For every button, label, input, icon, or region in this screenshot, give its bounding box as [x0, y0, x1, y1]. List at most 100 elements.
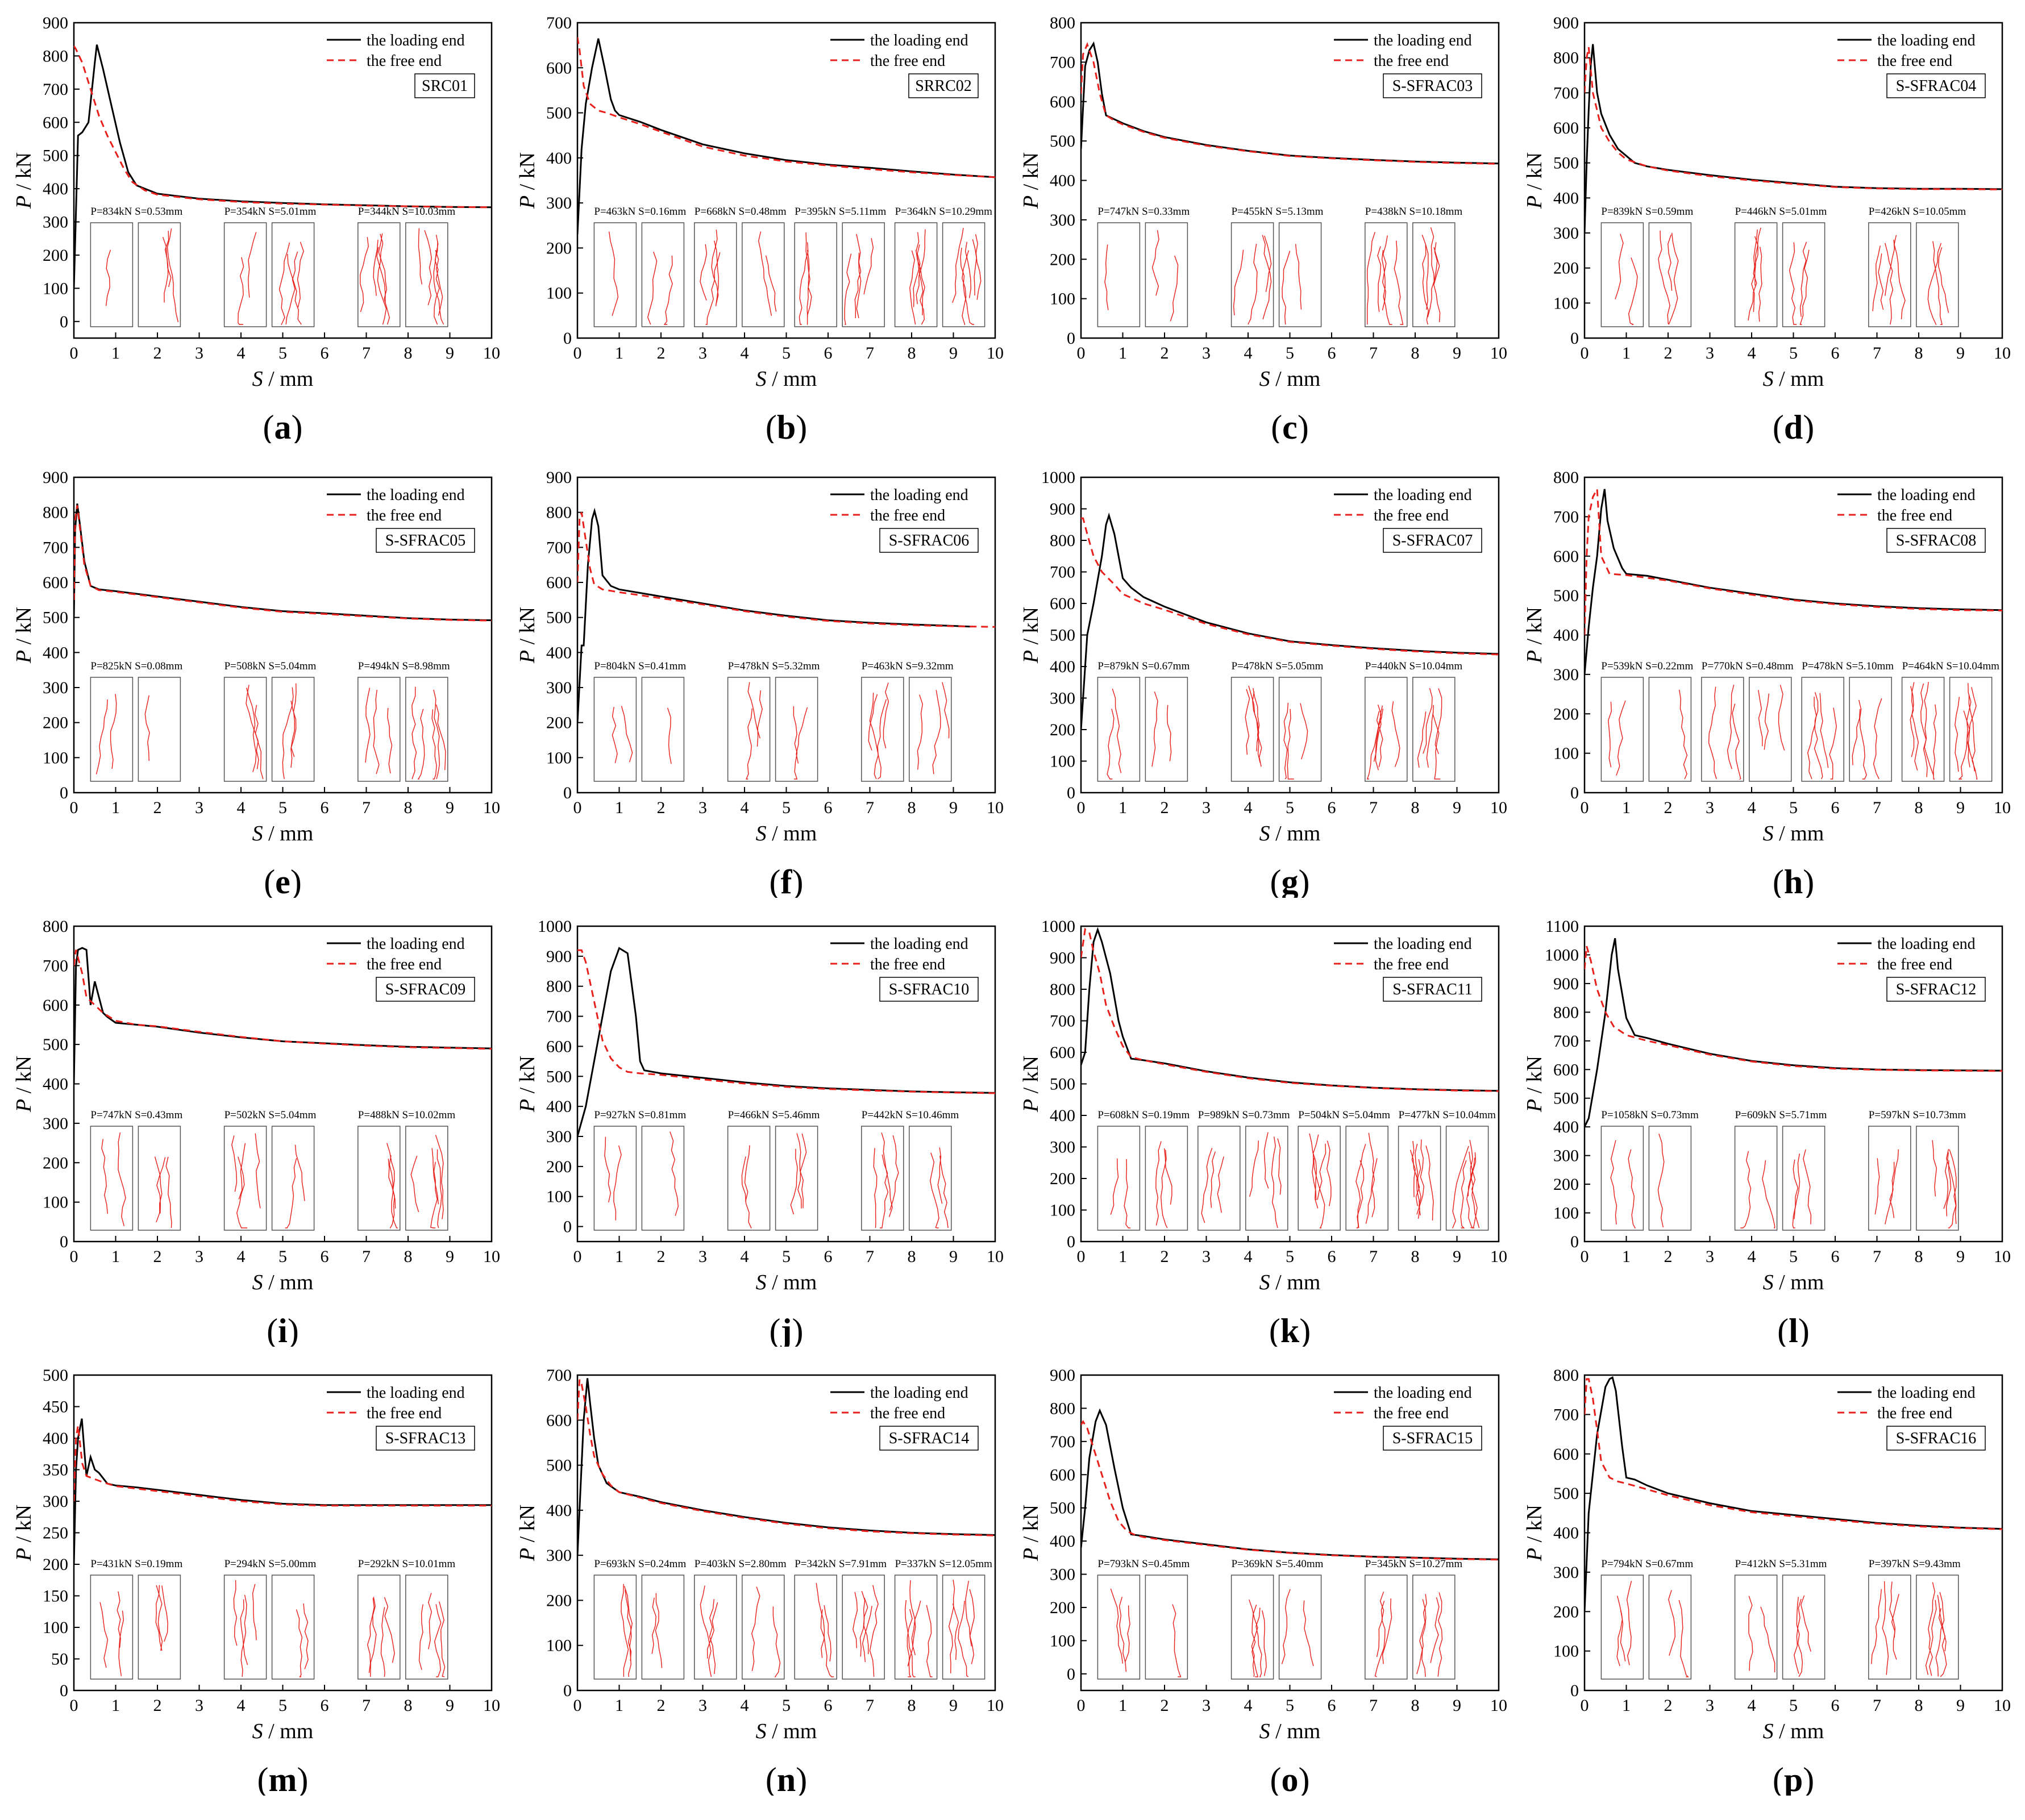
crack-line [1382, 1598, 1392, 1664]
x-tick-label: 1 [111, 1247, 120, 1266]
crack-line [238, 257, 244, 325]
crack-line [711, 230, 719, 305]
x-tick-label: 10 [1490, 344, 1507, 363]
x-tick-label: 9 [446, 798, 454, 817]
y-tick-label: 600 [1050, 1043, 1075, 1062]
legend-label-loading-end: the loading end [870, 486, 968, 504]
crack-annotation: P=442kN S=10.46mm [862, 1109, 959, 1121]
crack-line [296, 1609, 303, 1677]
x-tick-label: 7 [362, 798, 371, 817]
legend-label-loading-end: the loading end [1877, 486, 1976, 504]
y-tick-label: 700 [546, 1007, 572, 1026]
y-tick-label: 0 [563, 784, 572, 802]
y-tick-label: 200 [1553, 1602, 1579, 1621]
crack-line [889, 1135, 899, 1211]
x-tick-label: 5 [1286, 1247, 1294, 1266]
x-tick-label: 4 [1748, 344, 1756, 363]
crack-line [756, 690, 763, 747]
crack-annotation: P=337kN S=12.05mm [895, 1558, 993, 1570]
crack-line [1425, 1146, 1434, 1221]
y-tick-label: 600 [546, 59, 572, 77]
y-tick-label: 700 [1050, 53, 1075, 72]
x-tick-label: 8 [1411, 798, 1420, 817]
specimen-title-box [414, 73, 475, 98]
crack-box [357, 1126, 401, 1231]
panel-tag-letter: k [1280, 1312, 1300, 1347]
series-loading-end-line [1585, 489, 2002, 675]
x-tick-label: 6 [1831, 1247, 1840, 1266]
crack-box [1868, 1126, 1911, 1231]
y-tick-label: 800 [43, 917, 68, 936]
crack-line [378, 233, 390, 325]
crack-annotation: P=438kN S=10.18mm [1365, 206, 1463, 218]
y-tick-label: 600 [1553, 1060, 1579, 1079]
legend-label-free-end: the free end [367, 956, 442, 973]
crack-box [1145, 1126, 1188, 1231]
crack-line [758, 231, 772, 316]
crack-annotation: P=403kN S=2.80mm [695, 1558, 787, 1570]
x-tick-label: 6 [824, 1247, 833, 1266]
y-axis-label: P / kN [1523, 152, 1546, 209]
y-tick-label: 300 [1050, 211, 1075, 230]
specimen-title: S-SFRAC04 [1896, 77, 1977, 95]
y-tick-label: 300 [43, 678, 68, 697]
crack-line [435, 249, 443, 316]
crack-annotation: P=412kN S=5.31mm [1735, 1558, 1827, 1570]
x-axis-label-var: S [252, 1271, 263, 1294]
x-tick-label: 0 [1077, 1696, 1086, 1715]
y-tick-label: 100 [43, 748, 68, 767]
specimen-title-box [1383, 528, 1482, 553]
y-axis-label-var: P [1523, 650, 1546, 664]
y-tick-label: 100 [43, 279, 68, 298]
y-tick-label: 500 [1050, 132, 1075, 151]
crack-line [431, 1148, 439, 1205]
x-tick-label: 6 [1831, 1696, 1840, 1715]
legend-label-loading-end: the loading end [870, 32, 968, 49]
panel-tag: (n) [766, 1761, 807, 1796]
crack-line [932, 690, 941, 774]
x-tick-label: 3 [195, 1247, 203, 1266]
x-tick-label: 4 [1748, 1696, 1756, 1715]
x-tick-label: 4 [237, 1696, 246, 1715]
crack-box [1734, 1575, 1778, 1680]
crack-line [1470, 1157, 1480, 1228]
specimen-title: SRRC02 [915, 77, 972, 95]
x-tick-label: 0 [1581, 798, 1589, 817]
crack-line [604, 1136, 612, 1203]
crack-line [1427, 242, 1438, 318]
crack-box [1749, 677, 1792, 782]
legend-label-loading-end: the loading end [1374, 935, 1472, 953]
crack-box [1278, 1575, 1322, 1680]
crack-line [1287, 709, 1294, 780]
crack-line [1617, 1596, 1626, 1661]
x-tick-label: 5 [1286, 1696, 1294, 1715]
x-tick-label: 7 [866, 1247, 874, 1266]
crack-line [1758, 247, 1762, 322]
crack-line [105, 249, 111, 306]
x-axis-label-unit: / mm [263, 1719, 314, 1743]
x-tick-label: 4 [1748, 1247, 1756, 1266]
x-tick-label: 9 [1453, 344, 1461, 363]
y-tick-label: 400 [1553, 1524, 1579, 1543]
x-tick-label: 9 [1956, 344, 1965, 363]
panel-tag-letter: l [1789, 1312, 1798, 1347]
crack-line [164, 231, 172, 288]
crack-box [641, 222, 685, 327]
x-tick-label: 10 [1490, 1696, 1507, 1715]
x-tick-label: 8 [404, 1696, 413, 1715]
x-tick-label: 3 [1202, 1696, 1211, 1715]
crack-annotation: P=747kN S=0.43mm [90, 1109, 182, 1121]
series-free-end-line [577, 1379, 995, 1536]
crack-box [861, 677, 904, 782]
crack-box [223, 1126, 267, 1231]
panel-tag: (h) [1773, 863, 1814, 898]
crack-line [713, 240, 720, 306]
specimen-title-box [1886, 977, 1986, 1002]
x-tick-label: 9 [446, 1696, 454, 1715]
crack-line [1871, 1589, 1882, 1664]
specimen-title: S-SFRAC05 [385, 532, 466, 549]
y-tick-label: 200 [43, 714, 68, 732]
panel-tag-letter: b [777, 409, 796, 443]
